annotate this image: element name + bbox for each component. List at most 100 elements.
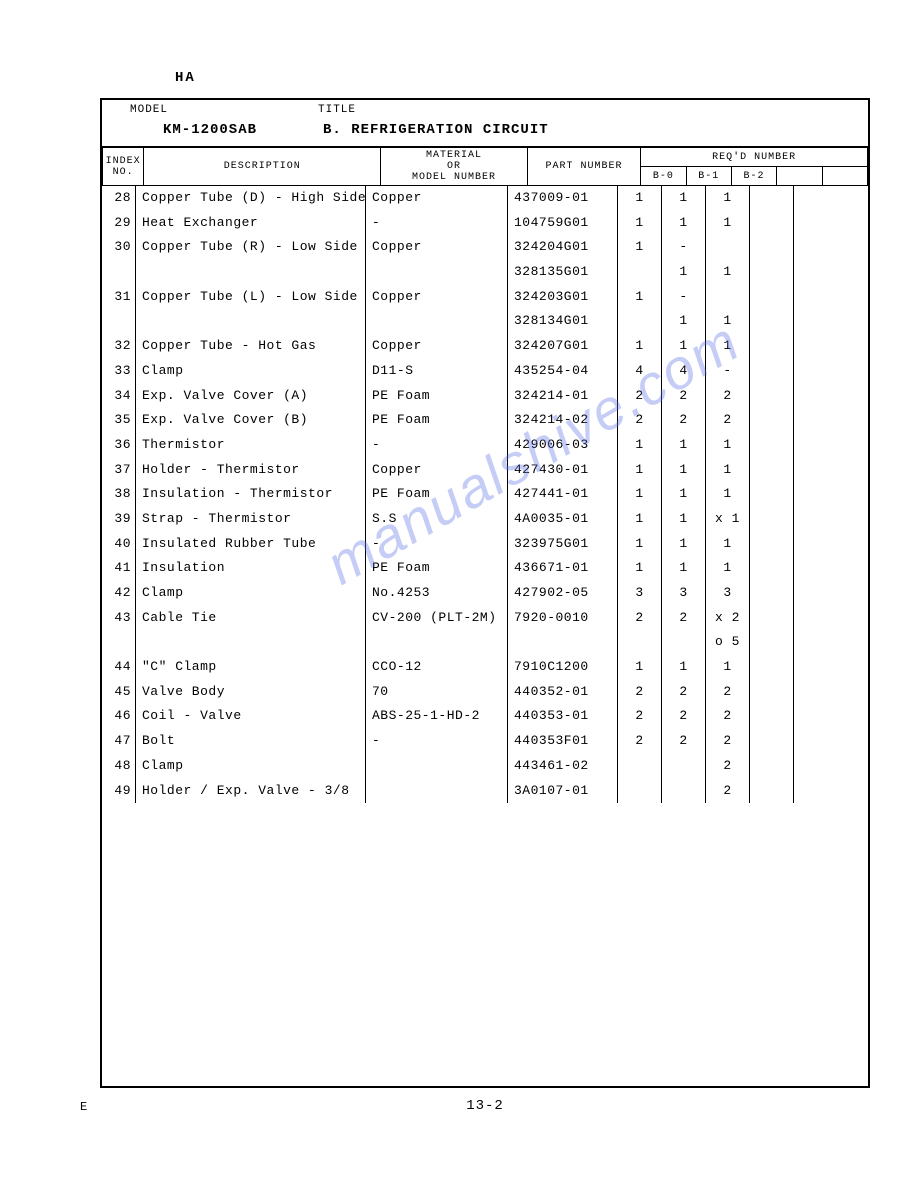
cell: 32	[102, 334, 136, 359]
cell	[136, 260, 366, 285]
table-head: INDEX NO. DESCRIPTION MATERIAL OR MODEL …	[103, 148, 868, 186]
model-value: KM-1200SAB	[108, 122, 323, 138]
table-row: 40Insulated Rubber Tube-323975G01111	[102, 532, 868, 557]
cell: PE Foam	[366, 384, 508, 409]
col-q4	[777, 167, 822, 186]
cell	[794, 211, 838, 236]
cell: 2	[706, 680, 750, 705]
cell	[750, 680, 794, 705]
cell: 1	[662, 556, 706, 581]
table-row: 38Insulation - ThermistorPE Foam427441-0…	[102, 482, 868, 507]
table-row: 37Holder - ThermistorCopper427430-01111	[102, 458, 868, 483]
table-row: 43Cable TieCV-200 (PLT-2M)7920-001022x 2	[102, 606, 868, 631]
cell	[618, 754, 662, 779]
cell: ABS-25-1-HD-2	[366, 704, 508, 729]
cell	[794, 680, 838, 705]
table-row: 36Thermistor-429006-03111	[102, 433, 868, 458]
cell: Clamp	[136, 581, 366, 606]
cell: 429006-03	[508, 433, 618, 458]
table-row: 34Exp. Valve Cover (A)PE Foam324214-0122…	[102, 384, 868, 409]
cell: 2	[618, 680, 662, 705]
cell: CV-200 (PLT-2M)	[366, 606, 508, 631]
cell: CCO-12	[366, 655, 508, 680]
cell: 1	[618, 186, 662, 211]
cell	[750, 186, 794, 211]
cell: 3	[706, 581, 750, 606]
cell: 2	[662, 680, 706, 705]
cell: 427430-01	[508, 458, 618, 483]
cell: 1	[662, 655, 706, 680]
cell: 1	[618, 285, 662, 310]
cell: 427441-01	[508, 482, 618, 507]
cell: 49	[102, 779, 136, 804]
table-row: 47Bolt-440353F01222	[102, 729, 868, 754]
cell: 3	[662, 581, 706, 606]
cell: 437009-01	[508, 186, 618, 211]
cell: S.S	[366, 507, 508, 532]
cell	[750, 211, 794, 236]
cell: 3	[618, 581, 662, 606]
cell	[750, 581, 794, 606]
cell: 1	[662, 309, 706, 334]
cell: 1	[706, 211, 750, 236]
cell: Exp. Valve Cover (B)	[136, 408, 366, 433]
table-row: 42ClampNo.4253427902-05333	[102, 581, 868, 606]
cell: 1	[706, 532, 750, 557]
cell: 324207G01	[508, 334, 618, 359]
cell: 42	[102, 581, 136, 606]
cell: 38	[102, 482, 136, 507]
cell: -	[662, 235, 706, 260]
cell	[794, 655, 838, 680]
cell: 2	[662, 704, 706, 729]
cell: Copper Tube (D) - High Side	[136, 186, 366, 211]
cell: 1	[706, 433, 750, 458]
cell	[794, 704, 838, 729]
table-row: 44"C" ClampCCO-127910C1200111	[102, 655, 868, 680]
table-row: 33ClampD11-S435254-0444-	[102, 359, 868, 384]
cell	[750, 334, 794, 359]
cell: 4	[662, 359, 706, 384]
cell	[794, 606, 838, 631]
cell	[618, 779, 662, 804]
cell: 1	[618, 507, 662, 532]
parts-table: INDEX NO. DESCRIPTION MATERIAL OR MODEL …	[102, 147, 868, 186]
cell: No.4253	[366, 581, 508, 606]
cell	[750, 458, 794, 483]
cell: Exp. Valve Cover (A)	[136, 384, 366, 409]
cell: 1	[618, 655, 662, 680]
cell: 2	[618, 408, 662, 433]
cell: 1	[706, 186, 750, 211]
cell: 1	[706, 260, 750, 285]
cell: 4A0035-01	[508, 507, 618, 532]
cell	[794, 309, 838, 334]
cell	[794, 729, 838, 754]
cell: Valve Body	[136, 680, 366, 705]
cell: 1	[618, 235, 662, 260]
cell	[662, 754, 706, 779]
cell	[750, 655, 794, 680]
cell: Copper Tube (L) - Low Side	[136, 285, 366, 310]
title-label: TITLE	[318, 104, 356, 116]
cell: Insulation	[136, 556, 366, 581]
cell: 1	[618, 482, 662, 507]
cell: D11-S	[366, 359, 508, 384]
cell: 48	[102, 754, 136, 779]
cell	[794, 556, 838, 581]
cell: 1	[662, 334, 706, 359]
cell: 1	[706, 334, 750, 359]
cell: 1	[618, 458, 662, 483]
cell: 2	[706, 408, 750, 433]
cell: o 5	[706, 630, 750, 655]
cell: 440353-01	[508, 704, 618, 729]
cell	[750, 606, 794, 631]
cell: 2	[618, 606, 662, 631]
col-part-number: PART NUMBER	[527, 148, 640, 186]
col-index-l2: NO.	[113, 167, 134, 178]
cell: 324203G01	[508, 285, 618, 310]
cell	[794, 458, 838, 483]
table-row: o 5	[102, 630, 868, 655]
cell: 37	[102, 458, 136, 483]
cell	[366, 779, 508, 804]
cell: x 2	[706, 606, 750, 631]
cell	[102, 309, 136, 334]
